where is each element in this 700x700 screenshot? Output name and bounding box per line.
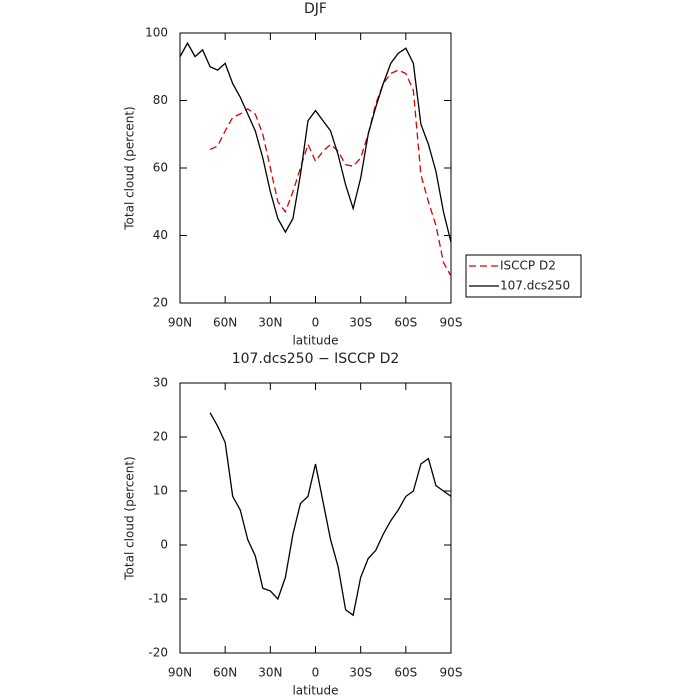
x-axis-label: latitude (292, 684, 338, 698)
x-tick-label: 30N (258, 316, 282, 330)
data-line (209, 69, 452, 277)
legend-box (465, 254, 582, 298)
data-line (179, 41, 452, 243)
legend-label: ISCCP D2 (500, 259, 556, 273)
y-tick-label: -20 (148, 646, 168, 660)
y-tick-label: 0 (160, 538, 168, 552)
y-tick-label: 30 (153, 376, 168, 390)
x-tick-label: 30N (258, 666, 282, 680)
x-tick-label: 30S (349, 316, 372, 330)
chart-title: 107.dcs250 − ISCCP D2 (232, 351, 400, 367)
x-tick-label: 30S (349, 666, 372, 680)
data-line (209, 412, 452, 617)
y-axis-label: Total cloud (percent) (123, 456, 137, 580)
x-tick-label: 60N (213, 666, 237, 680)
x-tick-label: 60N (213, 316, 237, 330)
x-tick-label: 90S (440, 316, 463, 330)
plot-frame (179, 382, 452, 654)
x-axis-label: latitude (292, 334, 338, 348)
x-tick-label: 60S (394, 666, 417, 680)
y-tick-label: 40 (153, 228, 168, 242)
y-tick-label: 60 (153, 161, 168, 175)
y-tick-label: -10 (148, 592, 168, 606)
y-tick-label: 20 (153, 296, 168, 310)
y-axis-label: Total cloud (percent) (123, 106, 137, 230)
y-tick-label: 100 (145, 26, 168, 40)
x-tick-label: 0 (312, 666, 320, 680)
y-tick-label: 20 (153, 430, 168, 444)
chart-title: DJF (304, 1, 327, 17)
y-tick-label: 80 (153, 93, 168, 107)
legend-label: 107.dcs250 (500, 279, 570, 293)
x-tick-label: 90S (440, 666, 463, 680)
plot-frame (179, 32, 452, 304)
x-tick-label: 60S (394, 316, 417, 330)
y-tick-label: 10 (153, 484, 168, 498)
x-tick-label: 0 (312, 316, 320, 330)
x-tick-label: 90N (168, 316, 192, 330)
x-tick-label: 90N (168, 666, 192, 680)
